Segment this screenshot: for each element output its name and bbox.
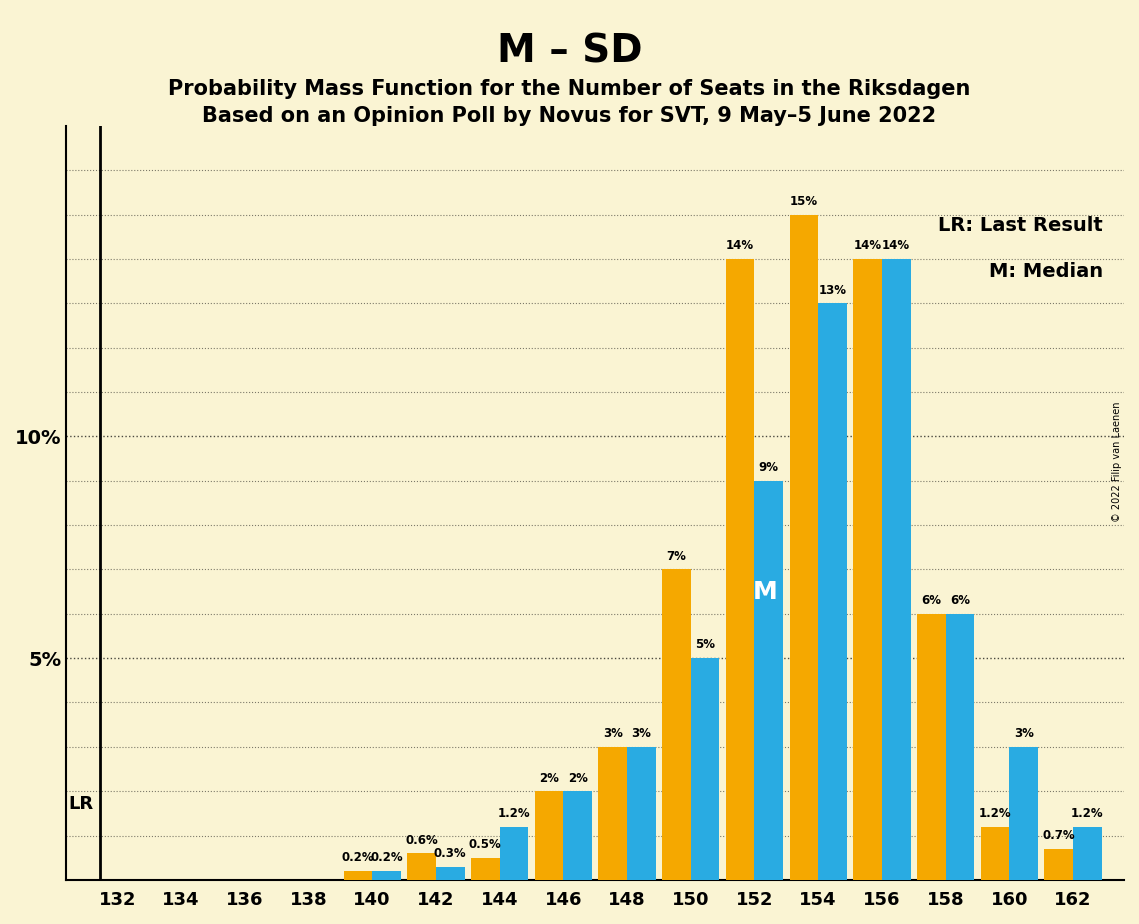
Bar	[853, 259, 882, 880]
Text: 2%: 2%	[567, 772, 588, 784]
Bar	[408, 853, 436, 880]
Text: M: M	[753, 579, 778, 603]
Bar	[690, 658, 720, 880]
Bar	[789, 214, 818, 880]
Bar	[1044, 849, 1073, 880]
Text: M – SD: M – SD	[497, 32, 642, 70]
Bar	[500, 827, 528, 880]
Text: 7%: 7%	[666, 550, 687, 563]
Bar	[564, 791, 592, 880]
Bar	[1073, 827, 1101, 880]
Text: 15%: 15%	[789, 195, 818, 208]
Bar	[981, 827, 1009, 880]
Text: 13%: 13%	[819, 284, 846, 297]
Text: 1.2%: 1.2%	[978, 807, 1011, 820]
Bar	[628, 747, 656, 880]
Bar	[945, 614, 974, 880]
Bar	[598, 747, 628, 880]
Bar	[534, 791, 564, 880]
Text: 0.7%: 0.7%	[1042, 829, 1075, 842]
Text: 9%: 9%	[759, 461, 779, 474]
Bar	[662, 569, 690, 880]
Text: 3%: 3%	[631, 727, 652, 740]
Bar	[470, 857, 500, 880]
Bar	[436, 867, 465, 880]
Bar	[1009, 747, 1038, 880]
Bar	[344, 871, 372, 880]
Text: 3%: 3%	[1014, 727, 1033, 740]
Text: Probability Mass Function for the Number of Seats in the Riksdagen: Probability Mass Function for the Number…	[169, 79, 970, 99]
Text: 14%: 14%	[853, 239, 882, 252]
Text: 0.3%: 0.3%	[434, 847, 467, 860]
Text: © 2022 Filip van Laenen: © 2022 Filip van Laenen	[1112, 402, 1122, 522]
Bar	[726, 259, 754, 880]
Text: M: Median: M: Median	[989, 261, 1103, 281]
Text: 14%: 14%	[883, 239, 910, 252]
Text: 5%: 5%	[695, 638, 715, 651]
Text: LR: Last Result: LR: Last Result	[939, 216, 1103, 236]
Text: 3%: 3%	[603, 727, 623, 740]
Text: 2%: 2%	[539, 772, 559, 784]
Text: 0.5%: 0.5%	[469, 838, 501, 851]
Bar	[882, 259, 910, 880]
Bar	[754, 480, 784, 880]
Text: 1.2%: 1.2%	[1071, 807, 1104, 820]
Text: 6%: 6%	[950, 594, 970, 607]
Text: 0.2%: 0.2%	[342, 851, 374, 864]
Bar	[818, 303, 847, 880]
Text: LR: LR	[68, 796, 93, 813]
Text: 0.2%: 0.2%	[370, 851, 403, 864]
Text: 1.2%: 1.2%	[498, 807, 531, 820]
Bar	[917, 614, 945, 880]
Text: 0.6%: 0.6%	[405, 833, 437, 846]
Bar	[372, 871, 401, 880]
Text: 14%: 14%	[726, 239, 754, 252]
Text: Based on an Opinion Poll by Novus for SVT, 9 May–5 June 2022: Based on an Opinion Poll by Novus for SV…	[203, 106, 936, 127]
Text: 6%: 6%	[921, 594, 941, 607]
